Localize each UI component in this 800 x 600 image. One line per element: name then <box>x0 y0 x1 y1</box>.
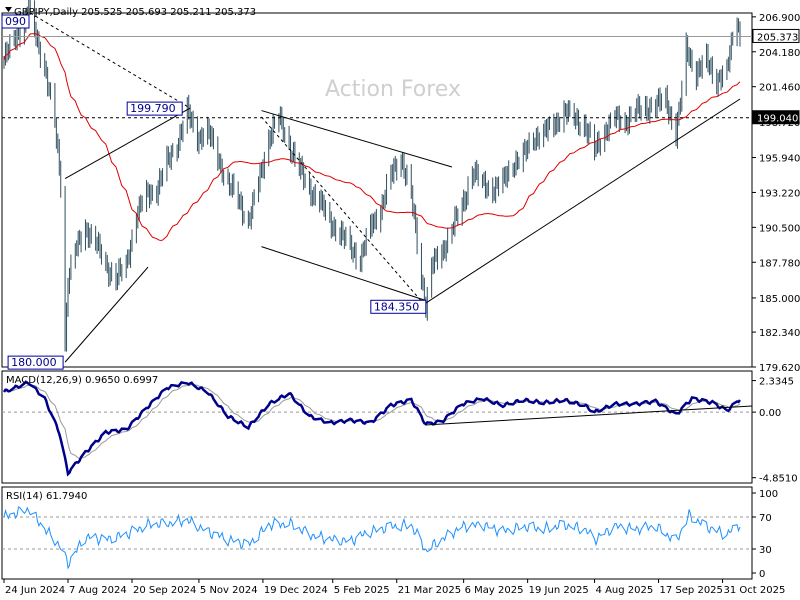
time-tick-label: 20 Sep 2024 <box>133 585 196 596</box>
time-tick-label: 6 May 2025 <box>465 585 524 596</box>
trendline <box>261 246 426 301</box>
chart-header: GBPJPY,Daily 205.525 205.693 205.211 205… <box>5 7 256 18</box>
time-tick-label: 31 Oct 2025 <box>724 585 786 596</box>
trendline <box>29 12 191 109</box>
price-tick-label: 182.340 <box>759 328 800 339</box>
rsi-tick-label: 100 <box>759 489 778 500</box>
rsi-line <box>3 506 741 570</box>
time-tick-label: 24 Jun 2024 <box>5 585 65 596</box>
time-tick-label: 4 Aug 2025 <box>596 585 654 596</box>
price-callout-label: 199.790 <box>130 102 176 115</box>
macd-line <box>2 380 741 477</box>
time-tick-label: 5 Nov 2024 <box>200 585 258 596</box>
price-callout-box <box>7 355 64 370</box>
moving-average-line <box>3 33 741 242</box>
price-tick-label: 187.780 <box>759 258 800 269</box>
time-tick-label: 21 Mar 2025 <box>398 585 461 596</box>
price-tick-label: 195.940 <box>759 154 800 165</box>
rsi-panel: 100 70 30 0 RSI(14) 61.7940 <box>1 486 778 580</box>
price-tick-label: 204.180 <box>759 48 800 59</box>
rsi-tick-label: 70 <box>759 513 772 524</box>
price-panel-frame <box>1 12 753 368</box>
time-tick-label: 19 Jun 2025 <box>529 585 589 596</box>
rsi-tick-label: 0 <box>759 569 765 580</box>
rsi-axis: 100 70 30 0 <box>752 489 778 580</box>
macd-trendline <box>424 405 753 426</box>
trendline <box>64 107 191 180</box>
price-callout-box <box>1 14 30 29</box>
rsi-tick-label: 30 <box>759 545 772 556</box>
price-tick-label: 190.500 <box>759 223 800 234</box>
time-tick-label: 5 Feb 2025 <box>334 585 390 596</box>
macd-panel-frame <box>1 370 753 484</box>
trendline <box>64 266 149 363</box>
time-tick-label: 19 Dec 2024 <box>264 585 328 596</box>
price-tick-label: 201.460 <box>759 83 800 94</box>
price-tick-label: 179.620 <box>759 363 800 374</box>
price-tick-label: 206.900 <box>759 13 800 24</box>
header-dropdown-icon[interactable] <box>5 7 12 12</box>
price-callout-label: 090 <box>5 15 26 28</box>
macd-header-text: MACD(12,26,9) 0.9650 0.6997 <box>6 375 158 386</box>
rsi-panel-frame <box>1 486 753 580</box>
price-panel: 206.900204.180201.460198.720195.940193.2… <box>1 0 800 374</box>
price-callout-label: 184.350 <box>374 300 420 313</box>
price-callout-box <box>126 101 183 116</box>
watermark: Action Forex <box>325 77 461 102</box>
macd-tick-label: 2.3345 <box>759 377 794 388</box>
time-tick-label: 7 Aug 2024 <box>69 585 127 596</box>
time-axis: 24 Jun 2024 7 Aug 2024 20 Sep 2024 5 Nov 20… <box>3 579 786 596</box>
level-price-tag <box>752 110 800 125</box>
trendline <box>261 110 453 168</box>
price-callout-label: 180.000 <box>11 356 57 369</box>
rsi-header-text: RSI(14) 61.7940 <box>6 491 87 502</box>
macd-tick-label: -4.8510 <box>759 474 798 485</box>
time-tick-label: 17 Sep 2025 <box>660 585 723 596</box>
level-price-label: 205.373 <box>757 32 798 43</box>
price-tick-label: 193.220 <box>759 188 800 199</box>
macd-panel: 2.3345 0.00 -4.8510 MACD(12,26,9) 0.9650 0… <box>1 370 798 485</box>
price-tick-label: 185.000 <box>759 294 800 305</box>
macd-tick-label: 0.00 <box>759 408 781 419</box>
trendline <box>425 98 741 304</box>
chart-header-text: GBPJPY,Daily 205.525 205.693 205.211 205… <box>14 7 256 18</box>
trendline-drawings <box>29 12 741 363</box>
price-callout-box <box>370 299 427 314</box>
level-price-label: 199.040 <box>757 114 798 125</box>
price-axis: 206.900204.180201.460198.720195.940193.2… <box>752 13 800 374</box>
level-price-tag <box>752 28 800 43</box>
macd-axis: 2.3345 0.00 -4.8510 <box>752 377 798 485</box>
trendline <box>261 116 427 307</box>
candlestick-series <box>3 0 741 352</box>
